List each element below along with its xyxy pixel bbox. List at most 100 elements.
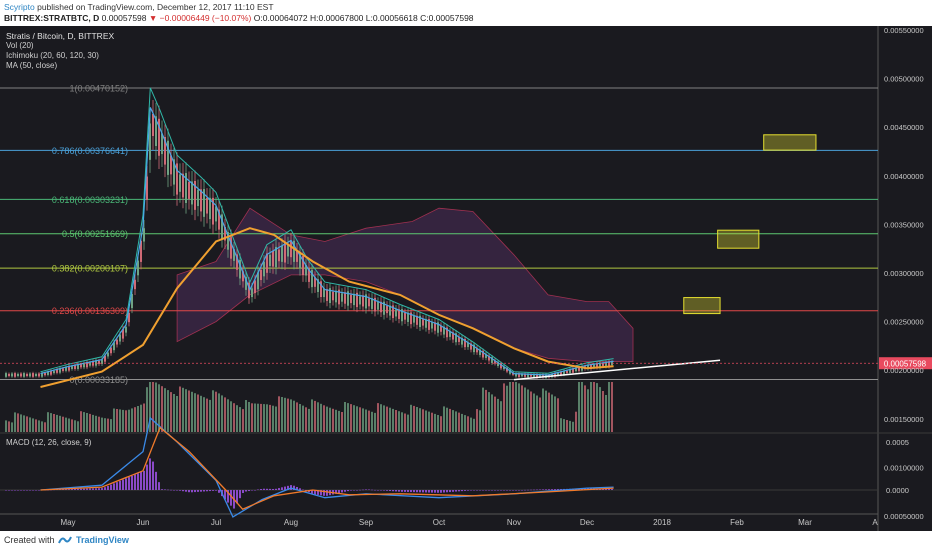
- candle-body: [587, 365, 589, 369]
- volume-bar: [410, 404, 412, 432]
- macd-histogram-bar: [185, 490, 187, 492]
- macd-histogram-bar: [143, 470, 145, 490]
- candle-body: [98, 360, 100, 364]
- volume-bar: [8, 421, 10, 432]
- volume-bar: [596, 383, 598, 432]
- macd-histogram-bar: [320, 490, 322, 496]
- candle-body: [446, 327, 448, 338]
- candle-body: [509, 369, 511, 374]
- volume-bar: [266, 404, 268, 432]
- macd-histogram-bar: [89, 488, 91, 490]
- volume-bar: [488, 392, 490, 432]
- candle-body: [14, 373, 16, 377]
- candle-body: [50, 370, 52, 375]
- candle-body: [407, 312, 409, 322]
- tradingview-logo-icon[interactable]: [58, 534, 72, 546]
- macd-histogram-bar: [371, 489, 373, 491]
- target-zone: [763, 134, 817, 151]
- volume-bar: [599, 387, 601, 432]
- candle-body: [218, 209, 220, 230]
- current-price-value: 0.00057598: [884, 360, 927, 369]
- macd-histogram-bar: [275, 488, 277, 490]
- macd-histogram-bar: [407, 490, 409, 492]
- macd-histogram-bar: [326, 490, 328, 496]
- chart-canvas[interactable]: 1(0.00470152) 0.786(0.00376641) 0.618(0.00…: [0, 26, 932, 531]
- candle-body: [530, 374, 532, 377]
- candle-body: [188, 182, 190, 199]
- macd-histogram-bar: [86, 488, 88, 490]
- candle-body: [104, 355, 106, 362]
- candle-body: [179, 174, 181, 192]
- volume-bar: [419, 408, 421, 432]
- candle-body: [242, 271, 244, 282]
- macd-histogram-bar: [473, 490, 475, 491]
- volume-bar: [221, 395, 223, 432]
- candle-body: [506, 368, 508, 372]
- candle-body: [203, 189, 205, 217]
- macd-histogram-bar: [449, 490, 451, 493]
- macd-histogram-bar: [548, 489, 550, 490]
- volume-bar: [587, 389, 589, 432]
- macd-histogram-bar: [251, 490, 253, 491]
- macd-histogram-bar: [464, 490, 466, 491]
- macd-histogram-bar: [182, 490, 184, 492]
- macd-histogram-bar: [200, 490, 202, 492]
- macd-histogram-bar: [131, 475, 133, 490]
- macd-histogram-bar: [524, 489, 526, 491]
- candle-body: [80, 364, 82, 368]
- candle-body: [554, 372, 556, 377]
- volume-bar: [500, 401, 502, 432]
- macd-histogram-bar: [293, 485, 295, 490]
- volume-bar: [128, 409, 130, 432]
- price-axis-label: 0.00450000: [884, 123, 924, 132]
- candle-body: [38, 373, 40, 377]
- macd-histogram-bar: [494, 490, 496, 491]
- volume-bar: [395, 410, 397, 432]
- volume-bar: [218, 393, 220, 432]
- candle-body: [137, 260, 139, 276]
- candle-body: [74, 365, 76, 370]
- volume-bar: [227, 399, 229, 432]
- volume-bar: [446, 407, 448, 432]
- volume-bar: [47, 412, 49, 432]
- tenkan-line: [40, 107, 614, 376]
- volume-bar: [113, 408, 115, 432]
- volume-bar: [53, 414, 55, 432]
- macd-histogram-bar: [410, 490, 412, 493]
- price-axis-label: 0.00550000: [884, 26, 924, 35]
- chart-area[interactable]: 1(0.00470152) 0.786(0.00376641) 0.618(0.00…: [0, 26, 932, 531]
- volume-bar: [29, 417, 31, 432]
- volume-bar: [335, 409, 337, 432]
- macd-histogram-bar: [218, 490, 220, 493]
- macd-histogram-bar: [602, 488, 604, 490]
- indicator-vol[interactable]: Vol (20): [6, 41, 34, 50]
- macd-histogram-bar: [536, 489, 538, 491]
- macd-histogram-bar: [425, 490, 427, 493]
- volume-bar: [239, 407, 241, 432]
- volume-bar: [380, 404, 382, 432]
- macd-histogram-bar: [521, 489, 523, 491]
- macd-histogram-bar: [428, 490, 430, 493]
- macd-histogram-bar: [368, 489, 370, 491]
- tradingview-link[interactable]: TradingView: [76, 535, 129, 545]
- symbol-name: BITTREX:STRATBTC, D: [4, 13, 100, 23]
- current-price-tag: [879, 357, 932, 370]
- macd-histogram-bar: [323, 490, 325, 496]
- volume-bar: [101, 417, 103, 432]
- indicator-ichimoku[interactable]: Ichimoku (20, 60, 120, 30): [6, 51, 99, 60]
- volume-bar: [584, 385, 586, 432]
- volume-bar: [134, 407, 136, 432]
- price-axis-label: 0.00400000: [884, 172, 924, 181]
- macd-histogram-bar: [194, 490, 196, 493]
- volume-bar: [137, 406, 139, 432]
- volume-bar: [194, 393, 196, 432]
- volume-bar: [122, 409, 124, 432]
- time-axis-label: Feb: [730, 518, 744, 527]
- indicator-ma[interactable]: MA (50, close): [6, 61, 58, 70]
- volume-bar: [413, 405, 415, 432]
- volume-bar: [548, 392, 550, 432]
- author-link[interactable]: Scyripto: [4, 2, 35, 12]
- macd-histogram-bar: [506, 490, 508, 491]
- indicator-macd[interactable]: MACD (12, 26, close, 9): [6, 438, 92, 447]
- macd-histogram-bar: [239, 490, 241, 499]
